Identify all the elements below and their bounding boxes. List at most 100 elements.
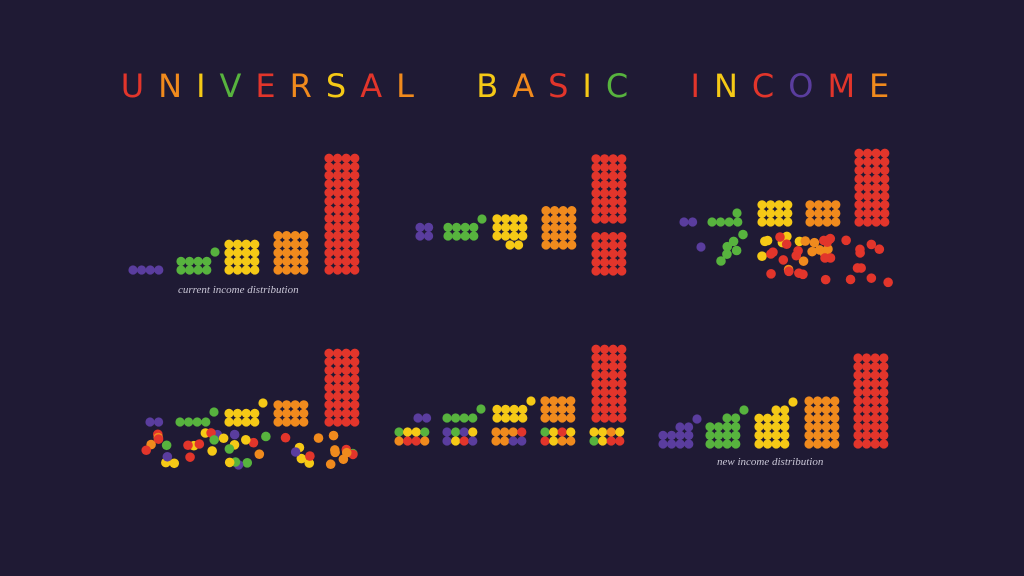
dot [233,265,243,275]
dot [224,248,234,258]
dot [800,236,811,246]
dot [617,214,627,224]
dot [241,417,251,427]
dot [731,422,741,432]
dot [608,257,618,267]
dot [341,391,351,401]
dot [780,405,790,415]
dot [299,231,309,241]
dot [299,400,309,410]
dot [550,223,560,233]
dot [880,191,890,201]
dot [591,171,601,181]
dot [442,427,452,437]
dot [233,256,243,266]
dot [273,248,283,258]
dot [452,231,462,241]
dot [871,165,881,175]
dot [780,430,790,440]
dot [324,256,334,266]
dot [724,217,734,227]
dot [831,217,841,227]
dot [871,208,881,218]
dot [517,427,527,437]
dot [600,154,610,164]
dot [290,231,300,241]
dot [821,439,831,449]
dot [333,222,343,232]
dot [608,249,618,259]
dot [509,214,519,224]
dot [541,240,551,250]
dot [617,180,627,190]
dot [728,236,739,247]
dot [814,200,824,210]
dot [460,222,470,232]
dot [153,434,164,444]
dot [350,391,360,401]
dot [324,153,334,163]
dot [722,249,732,259]
dot [299,417,309,427]
dot [608,171,618,181]
dot [415,222,425,232]
dot [854,165,864,175]
dot [324,213,334,223]
dot [333,348,343,358]
dot [600,387,610,397]
dot [853,405,863,415]
dot [541,206,551,216]
dot [600,249,610,259]
dot [870,396,880,406]
dot [442,413,452,423]
dot [608,370,618,380]
dot [333,231,343,241]
dot [468,413,478,423]
dot [870,353,880,363]
dot [509,413,519,423]
dot [862,422,872,432]
dot [830,413,840,423]
dot [871,174,881,184]
dot [557,396,567,406]
dot [617,188,627,198]
dot [324,408,334,418]
dot [591,197,601,207]
dot [411,427,421,437]
dot [608,232,618,242]
dot [731,245,742,256]
dot [443,231,453,241]
dot [254,449,265,459]
dot [273,265,283,275]
dot [854,208,864,218]
dot [341,170,351,180]
dot [145,417,155,427]
dot [608,240,618,250]
dot [863,200,873,210]
dot [341,162,351,172]
dot [501,214,511,224]
dot [567,206,577,216]
dot [600,361,610,371]
dot [870,430,880,440]
caption-current-distribution: current income distribution [178,284,299,296]
dot [617,249,627,259]
dot [468,427,478,437]
dot [813,439,823,449]
dot [350,256,360,266]
dot [600,396,610,406]
dot [154,417,164,427]
dot [333,417,343,427]
dot [341,256,351,266]
dot [224,417,234,427]
dot [350,357,360,367]
dot [299,265,309,275]
dot [341,447,352,458]
dot [813,396,823,406]
dot [549,427,559,437]
dot [290,400,300,410]
dot [509,404,519,414]
dot [870,405,880,415]
dot [207,446,217,456]
dot [805,217,815,227]
